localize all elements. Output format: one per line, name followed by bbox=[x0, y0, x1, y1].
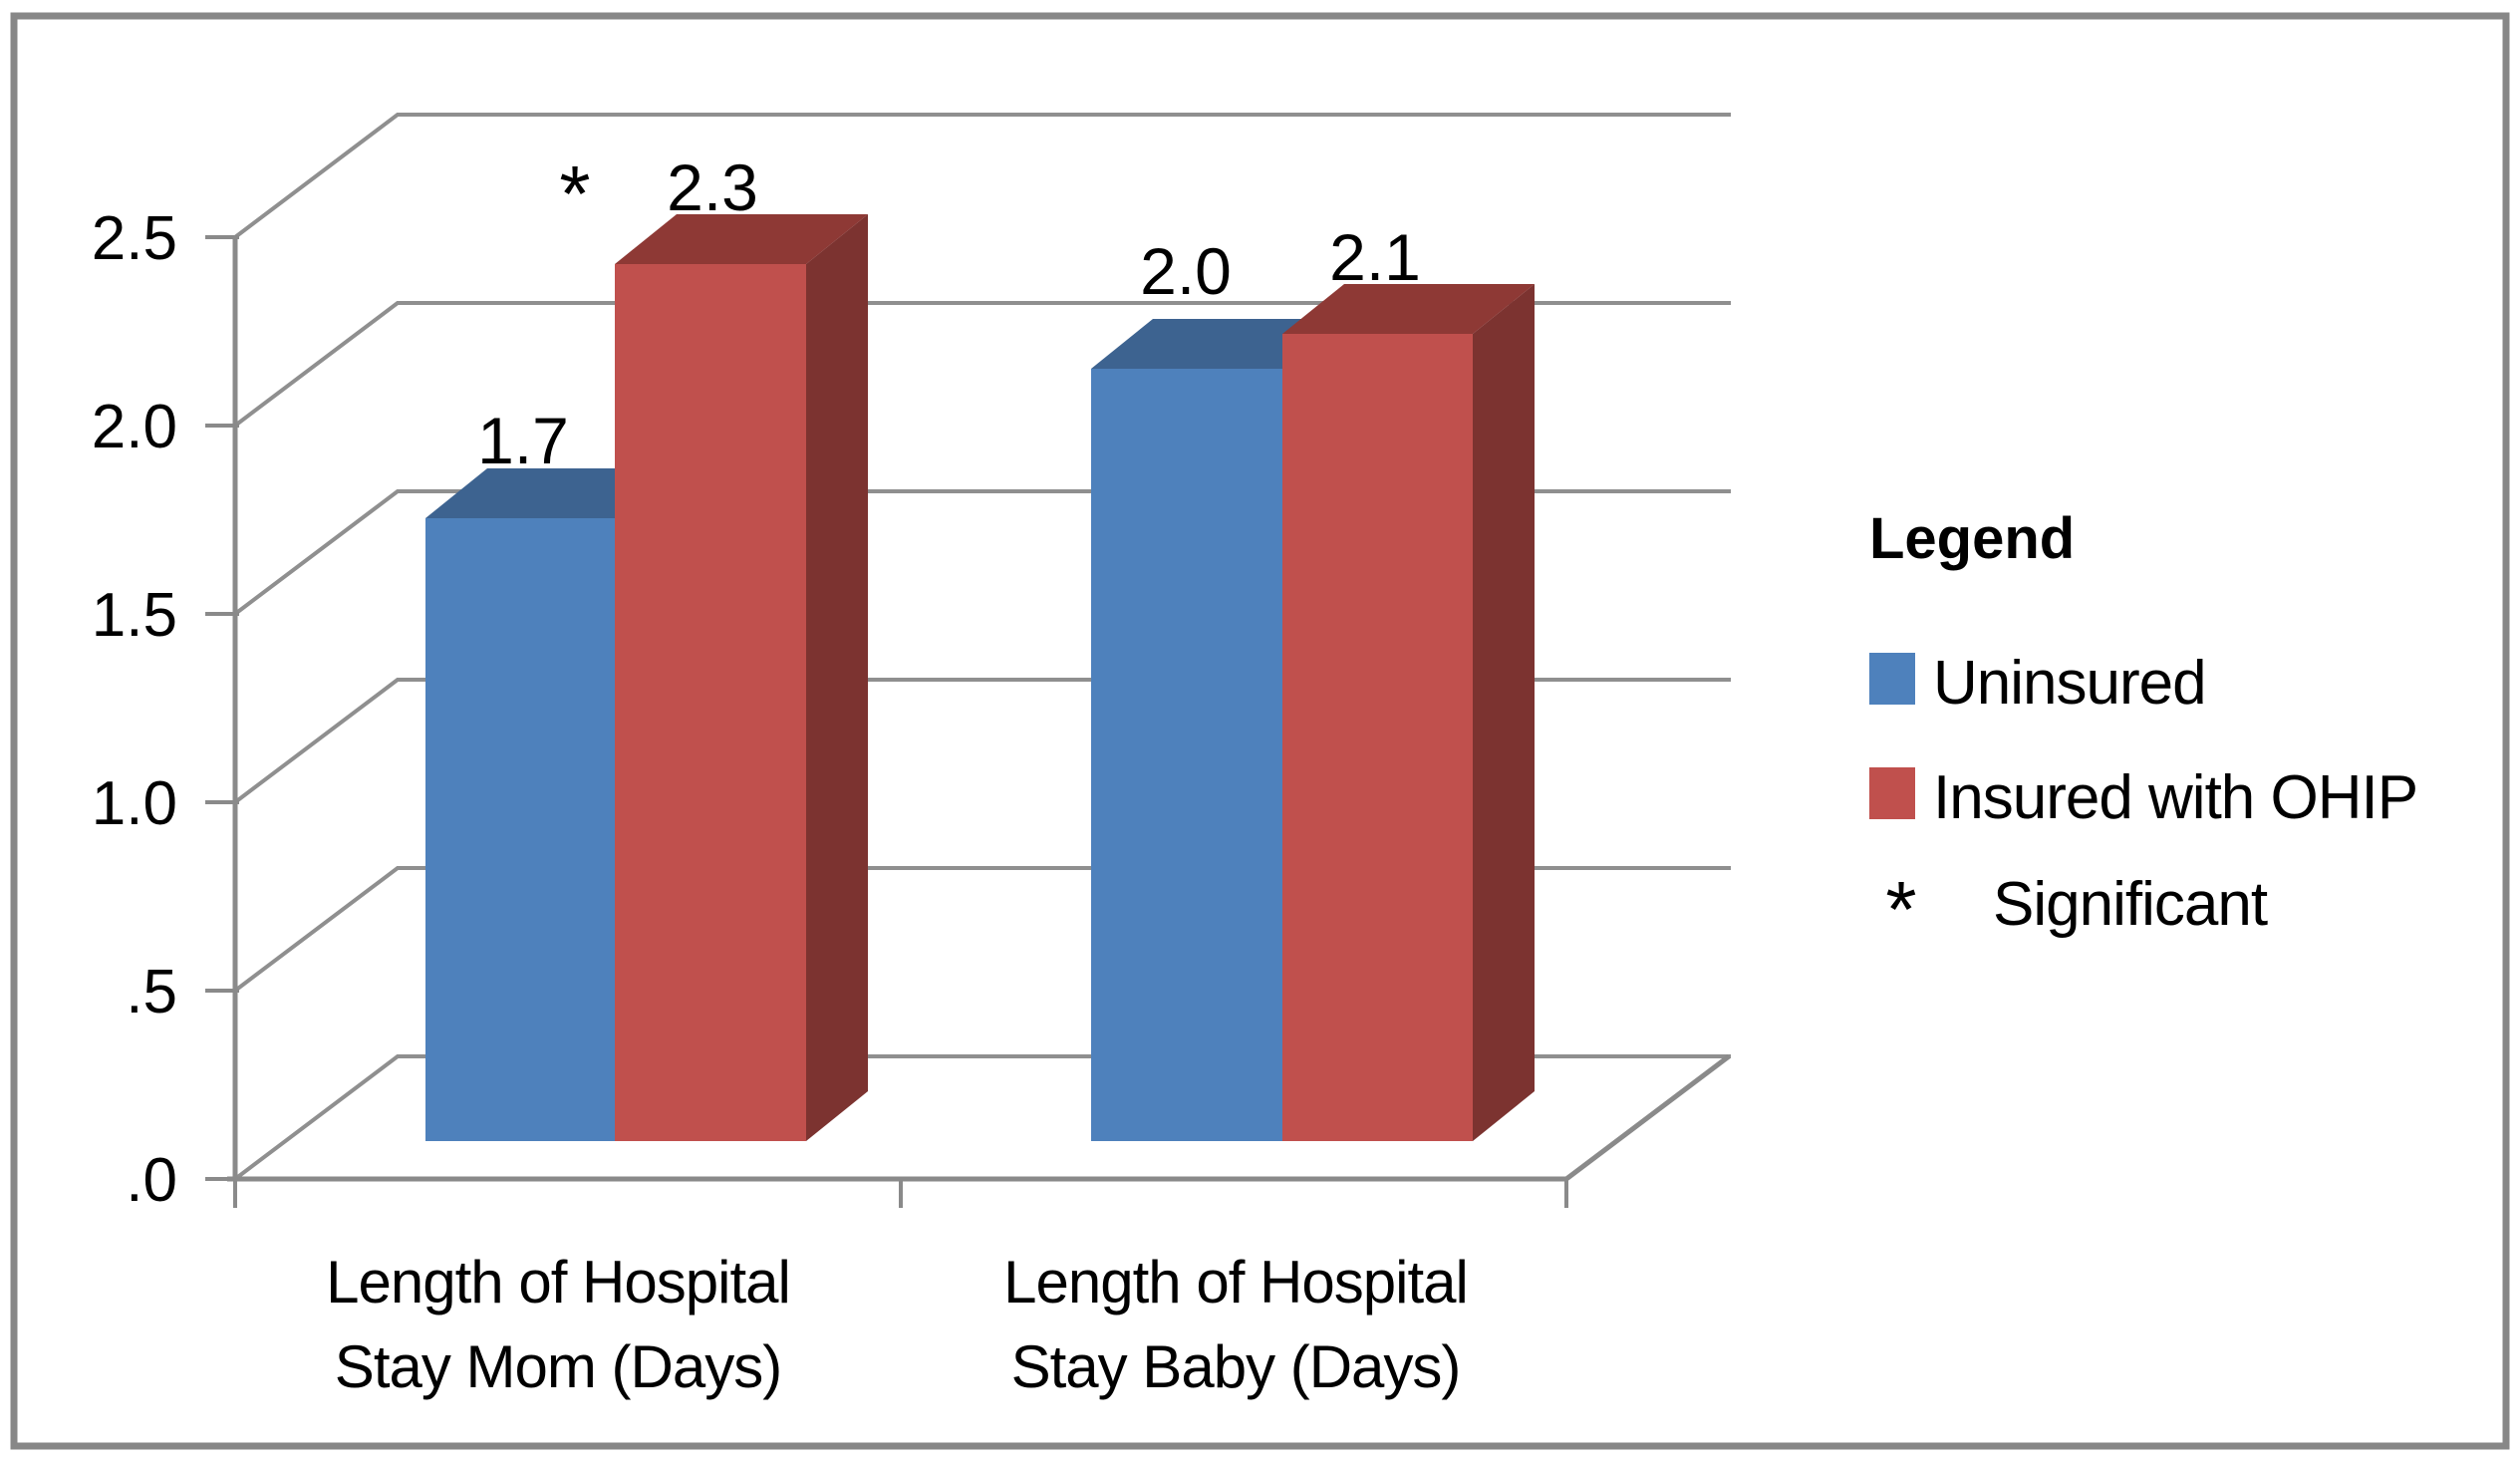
data-label-mom-uninsured: 1.7 bbox=[477, 404, 569, 477]
bar-baby-uninsured-front bbox=[1091, 369, 1282, 1141]
y-label-1-5: 1.5 bbox=[92, 581, 177, 650]
y-label-1-0: 1.0 bbox=[92, 769, 177, 838]
bar-baby-insured-top bbox=[1282, 284, 1535, 334]
y-label-2-0: 2.0 bbox=[92, 393, 177, 461]
bar-baby-insured-front bbox=[1282, 334, 1473, 1141]
legend-label-uninsured: Uninsured bbox=[1933, 649, 2206, 718]
legend-label-significant: Significant bbox=[1993, 870, 2268, 939]
bar-mom-insured-front bbox=[615, 264, 806, 1141]
category-mom-line2: Stay Mom (Days) bbox=[335, 1333, 781, 1400]
category-mom-line1: Length of Hospital bbox=[326, 1249, 790, 1316]
y-axis-labels: 2.5 2.0 1.5 1.0 .5 .0 bbox=[92, 204, 177, 1215]
data-label-baby-insured: 2.1 bbox=[1329, 220, 1421, 294]
data-label-mom-insured: 2.3 bbox=[667, 150, 758, 224]
bar-mom-uninsured-front bbox=[425, 518, 615, 1141]
y-label-2-5: 2.5 bbox=[92, 204, 177, 273]
gridline-2-0 bbox=[233, 301, 1731, 428]
bar-baby-uninsured-top bbox=[1091, 319, 1344, 369]
significance-asterisk: * bbox=[559, 149, 590, 238]
figure-border bbox=[10, 12, 2510, 1450]
bar-mom-uninsured-top bbox=[425, 468, 677, 518]
legend-significance-asterisk: * bbox=[1885, 865, 1916, 954]
bar-baby-insured-side bbox=[1473, 284, 1535, 1141]
category-baby-line2: Stay Baby (Days) bbox=[1011, 1333, 1461, 1400]
legend-swatch-uninsured bbox=[1869, 653, 1915, 705]
legend-swatch-insured bbox=[1869, 767, 1915, 819]
bar-mom-insured-top bbox=[615, 214, 868, 264]
legend-title: Legend bbox=[1869, 506, 2075, 571]
data-labels: 1.7 * 2.3 2.0 2.1 bbox=[477, 149, 1421, 477]
y-label-0-5: .5 bbox=[126, 958, 177, 1026]
x-axis-labels: Length of Hospital Stay Mom (Days) Lengt… bbox=[326, 1249, 1469, 1400]
legend-label-insured: Insured with OHIP bbox=[1933, 763, 2417, 832]
bar-group-mom bbox=[425, 214, 868, 1141]
data-label-baby-uninsured: 2.0 bbox=[1140, 234, 1232, 308]
category-baby-line1: Length of Hospital bbox=[1003, 1249, 1468, 1316]
bar-mom-insured-side bbox=[806, 214, 868, 1141]
floor-right-edge bbox=[1564, 1054, 1731, 1181]
y-label-0-0: .0 bbox=[126, 1146, 177, 1215]
legend: Legend Uninsured Insured with OHIP * Sig… bbox=[1869, 506, 2418, 954]
tick-marks bbox=[205, 235, 1568, 1208]
gridline-2-5 bbox=[233, 113, 1731, 239]
bar-group-baby bbox=[1091, 284, 1535, 1141]
axes bbox=[227, 235, 1731, 1182]
